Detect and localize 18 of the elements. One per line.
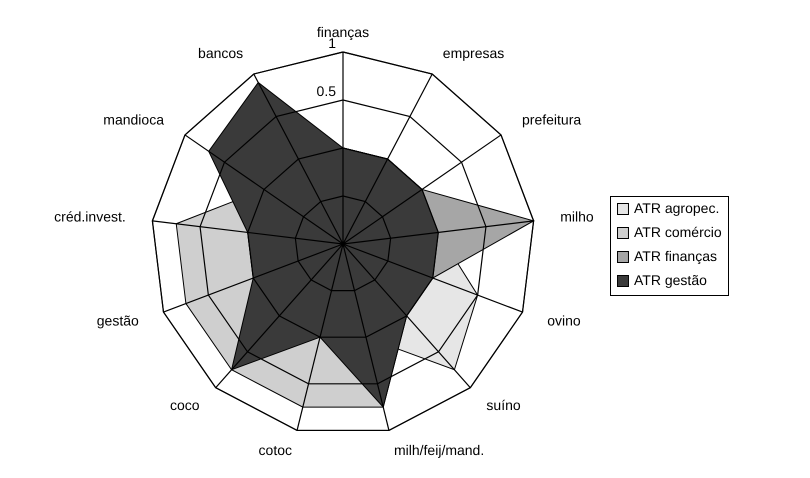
spoke-label: finanças (316, 24, 370, 40)
legend-label: ATR finanças (634, 248, 717, 264)
spoke-label: prefeitura (522, 111, 582, 128)
spoke-label: gestão (96, 312, 140, 328)
y-tick-label: 0.5 (316, 83, 336, 99)
spoke-label: ovino (547, 312, 581, 328)
spoke-label: empresas (442, 44, 504, 61)
legend-label: ATR gestão (634, 272, 708, 288)
spoke-label: milho (560, 208, 594, 225)
spoke-label: suíno (486, 396, 521, 413)
legend-label: ATR comércio (634, 224, 722, 240)
spoke-label: mandioca (103, 111, 164, 128)
spoke-label: milh/feij/mand. (394, 442, 484, 458)
spoke-label: coco (170, 396, 200, 413)
spoke-label: créd.invest. (54, 208, 126, 225)
spoke-label: bancos (198, 44, 244, 61)
legend-label: ATR agropec. (634, 200, 720, 216)
spoke-label: cotoc (258, 442, 292, 458)
